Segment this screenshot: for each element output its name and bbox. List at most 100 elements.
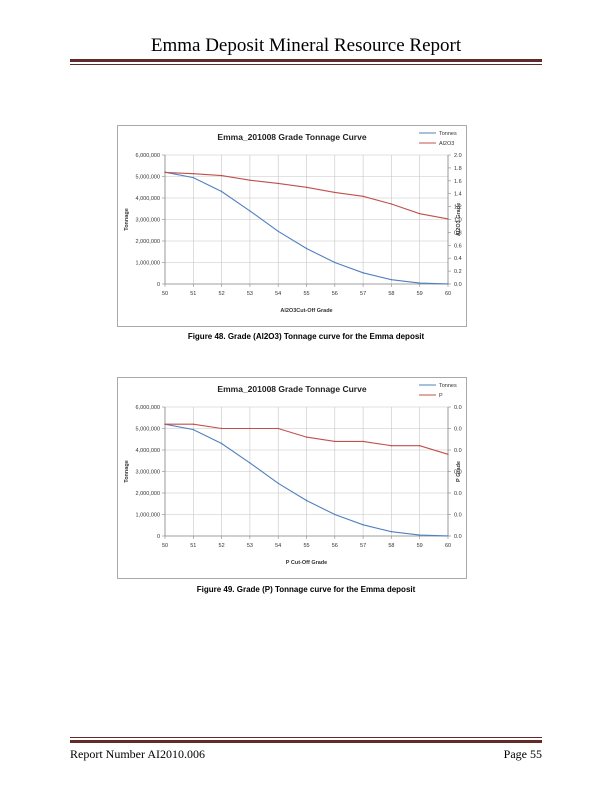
y2-tick-label: 0.0 xyxy=(454,513,462,519)
x-tick-label: 54 xyxy=(275,543,281,549)
y-tick-label: 0 xyxy=(157,534,160,540)
y-tick-label: 3,000,000 xyxy=(136,218,160,224)
y2-tick-label: 0.8 xyxy=(454,230,462,236)
chart-title: Emma_201008 Grade Tonnage Curve xyxy=(217,384,366,394)
y2-tick-label: 0.0 xyxy=(454,427,462,433)
x-tick-label: 55 xyxy=(303,291,309,297)
data-point-tonnes xyxy=(249,210,251,212)
y2-tick-label: 0.0 xyxy=(454,491,462,497)
y2-tick-label: 0.0 xyxy=(454,282,462,288)
footer-rule-thin xyxy=(70,737,542,738)
footer-rule-thick xyxy=(70,740,542,743)
legend-label-grade: Al2O3 xyxy=(439,141,454,147)
data-point-grade xyxy=(249,427,251,430)
y2-tick-label: 1.0 xyxy=(454,218,462,224)
data-point-tonnes xyxy=(277,230,279,232)
chart-figure-49-svg: Emma_201008 Grade Tonnage Curve 0 1,000,00… xyxy=(124,383,462,566)
y-tick-label: 5,000,000 xyxy=(136,427,160,433)
y-tick-label: 4,000,000 xyxy=(136,196,160,202)
figure-48-caption: Figure 48. Grade (Al2O3) Tonnage curve f… xyxy=(187,332,425,341)
legend-label-grade: P xyxy=(439,393,443,399)
y-tick-label: 2,000,000 xyxy=(136,491,160,497)
footer-report-number: Report Number AI2010.006 xyxy=(70,747,205,761)
y2-tick-label: 0.0 xyxy=(454,448,462,454)
y2-tick-label: 1.6 xyxy=(454,179,462,185)
data-point-tonnes xyxy=(220,442,223,445)
data-point-tonnes xyxy=(192,428,194,431)
footer-page-number: Page 55 xyxy=(503,747,542,761)
x-tick-label: 57 xyxy=(360,291,366,297)
data-point-tonnes xyxy=(192,176,194,179)
data-point-grade xyxy=(362,195,364,197)
x-tick-label: 60 xyxy=(445,291,451,297)
chart-figure-49: Emma_201008 Grade Tonnage Curve 0 1,000,00… xyxy=(117,377,467,579)
y2-tick-label: 1.2 xyxy=(454,205,462,211)
y-tick-label: 6,000,000 xyxy=(136,153,160,159)
legend-label-tonnes: Tonnes xyxy=(439,131,457,137)
data-point-grade xyxy=(419,445,421,447)
x-tick-label: 51 xyxy=(190,291,196,297)
y2-tick-label: 0.0 xyxy=(454,405,462,411)
x-tick-label: 58 xyxy=(388,543,394,549)
y-tick-label: 0 xyxy=(157,282,160,288)
x-tick-label: 60 xyxy=(445,543,451,549)
figure-49-caption: Figure 49. Grade (P) Tonnage curve for t… xyxy=(196,585,416,594)
header-rule-thick xyxy=(70,59,542,62)
data-point-grade xyxy=(277,427,279,430)
y-tick-label: 2,000,000 xyxy=(136,239,160,245)
x-tick-label: 59 xyxy=(417,543,423,549)
x-tick-label: 57 xyxy=(360,543,366,549)
x-tick-label: 56 xyxy=(332,543,338,549)
data-point-grade xyxy=(447,453,449,455)
header-rule-thin xyxy=(70,64,542,65)
x-tick-label: 59 xyxy=(417,291,423,297)
y2-tick-label: 2.0 xyxy=(454,153,462,159)
data-point-tonnes xyxy=(362,272,364,274)
page-header-title: Emma Deposit Mineral Resource Report xyxy=(150,35,462,56)
y2-axis-label: P Grade xyxy=(456,461,462,482)
data-point-grade xyxy=(419,213,421,215)
chart-title: Emma_201008 Grade Tonnage Curve xyxy=(217,132,366,142)
chart-figure-48: Emma_201008 Grade Tonnage Curve 0 1,000,00… xyxy=(117,125,467,327)
x-tick-label: 56 xyxy=(332,291,338,297)
data-point-tonnes xyxy=(334,261,336,264)
data-point-tonnes xyxy=(334,513,336,516)
legend-label-tonnes: Tonnes xyxy=(439,383,457,389)
data-point-tonnes xyxy=(277,482,279,484)
y2-tick-label: 1.8 xyxy=(454,166,462,172)
data-point-grade xyxy=(277,182,279,185)
data-point-grade xyxy=(305,436,308,438)
data-point-tonnes xyxy=(447,535,449,537)
x-tick-label: 50 xyxy=(162,543,168,549)
data-point-tonnes xyxy=(362,524,364,526)
y2-tick-label: 0.0 xyxy=(454,534,462,540)
data-point-grade xyxy=(220,427,223,430)
data-point-grade xyxy=(362,440,364,443)
y2-tick-label: 0.4 xyxy=(454,256,462,262)
x-tick-label: 50 xyxy=(162,291,168,297)
data-point-tonnes xyxy=(419,282,421,284)
data-point-grade xyxy=(390,203,393,205)
y2-tick-label: 0.2 xyxy=(454,269,462,275)
data-point-grade xyxy=(334,191,336,194)
x-axis-label: P Cut-Off Grade xyxy=(286,560,327,566)
data-point-tonnes xyxy=(390,531,393,533)
x-tick-label: 52 xyxy=(219,543,225,549)
x-tick-label: 54 xyxy=(275,291,281,297)
y-tick-label: 1,000,000 xyxy=(136,513,160,519)
data-point-tonnes xyxy=(249,462,251,464)
y-tick-label: 5,000,000 xyxy=(136,175,160,181)
data-point-tonnes xyxy=(419,534,421,536)
data-point-grade xyxy=(192,173,194,175)
y-tick-label: 1,000,000 xyxy=(136,261,160,267)
data-point-grade xyxy=(164,423,166,425)
data-point-tonnes xyxy=(305,499,308,502)
y-axis-label: Tonnage xyxy=(124,460,130,483)
data-point-tonnes xyxy=(305,247,308,250)
y-tick-label: 3,000,000 xyxy=(136,470,160,476)
data-point-grade xyxy=(447,218,449,220)
chart-figure-48-svg: Emma_201008 Grade Tonnage Curve 0 1,000,00… xyxy=(124,131,462,314)
data-point-grade xyxy=(220,174,223,177)
x-tick-label: 52 xyxy=(219,291,225,297)
data-point-grade xyxy=(305,186,308,188)
